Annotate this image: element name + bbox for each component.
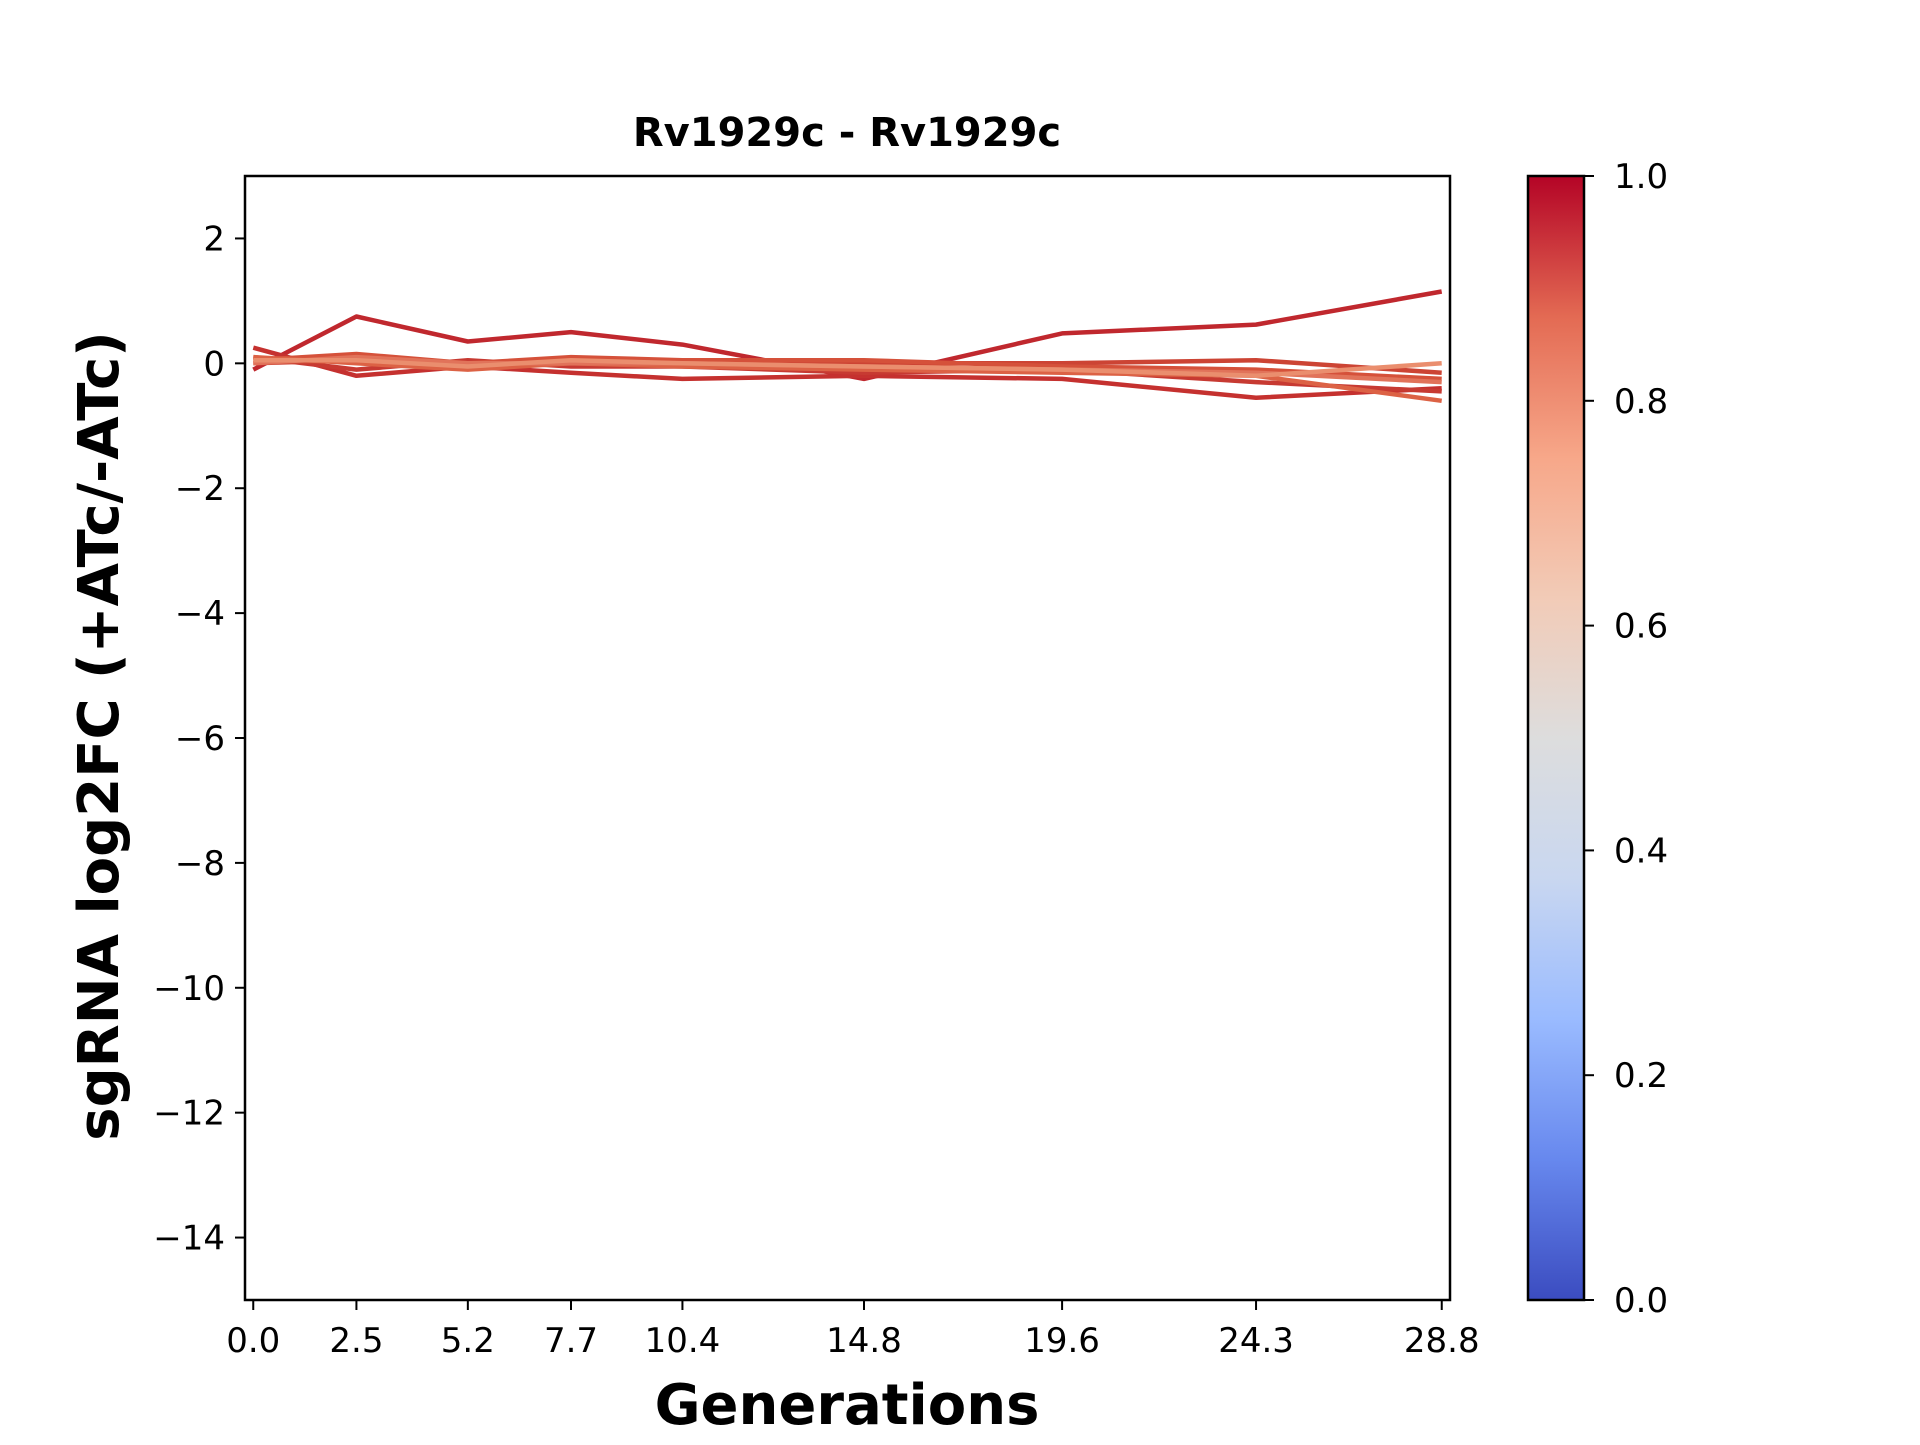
- y-tick-label: 0: [203, 344, 225, 384]
- chart-title: Rv1929c - Rv1929c: [633, 110, 1061, 156]
- plot-frame: [243, 174, 1452, 1302]
- series-line-8: [253, 357, 1442, 379]
- colorbar-tick-label: 0.0: [1614, 1281, 1668, 1321]
- y-tick-label: −6: [175, 719, 225, 759]
- colorbar-ticks: 0.0 0.2 0.4 0.6 0.8 1.0: [1584, 157, 1668, 1321]
- y-tick-label: −14: [153, 1219, 225, 1259]
- y-tick-label: −8: [175, 844, 225, 884]
- x-axis-title: Generations: [655, 1373, 1040, 1438]
- x-tick-label: 19.6: [1024, 1321, 1100, 1361]
- y-axis-ticks: 2 0 −2 −4 −6 −8 −10 −12 −14: [153, 219, 245, 1259]
- plot-lines: [252, 289, 1443, 404]
- y-tick-label: −12: [153, 1094, 225, 1134]
- series-line-1: [252, 289, 1443, 382]
- x-tick-label: 7.7: [544, 1321, 598, 1361]
- y-tick-label: −4: [175, 594, 225, 634]
- y-tick-label: −2: [175, 469, 225, 509]
- x-tick-label: 14.8: [826, 1321, 902, 1361]
- y-axis-title: sgRNA log2FC (+ATc/-ATc): [67, 331, 132, 1141]
- colorbar-tick-label: 0.2: [1614, 1056, 1668, 1096]
- x-axis-ticks: 0.0 2.5 5.2 7.7 10.4 14.8 19.6 24.3 28.8: [226, 1300, 1480, 1361]
- colorbar-tick-label: 0.6: [1614, 607, 1668, 647]
- colorbar: [1526, 174, 1586, 1302]
- x-tick-label: 5.2: [441, 1321, 495, 1361]
- x-tick-label: 10.4: [645, 1321, 721, 1361]
- x-tick-label: 24.3: [1218, 1321, 1294, 1361]
- colorbar-tick-label: 0.8: [1614, 382, 1668, 422]
- colorbar-tick-label: 0.4: [1614, 831, 1668, 871]
- x-tick-label: 0.0: [226, 1321, 280, 1361]
- x-tick-label: 2.5: [329, 1321, 383, 1361]
- series-line-2: [252, 345, 1442, 400]
- colorbar-tick-label: 1.0: [1614, 157, 1668, 197]
- y-tick-label: 2: [203, 219, 225, 259]
- x-tick-label: 28.8: [1404, 1321, 1480, 1361]
- y-tick-label: −10: [153, 969, 225, 1009]
